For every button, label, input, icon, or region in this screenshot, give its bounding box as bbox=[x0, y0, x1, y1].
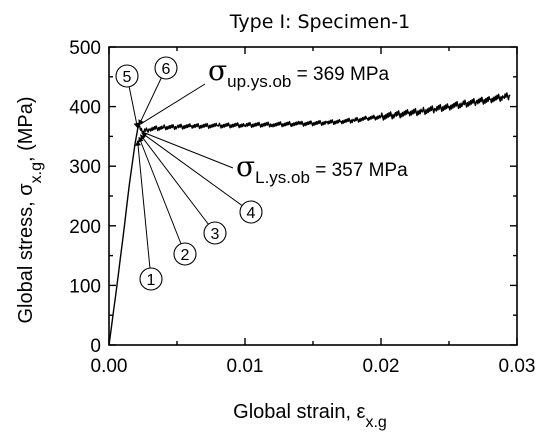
x-axis-label-subscript: x.g bbox=[365, 414, 386, 431]
y-tick-label: 400 bbox=[69, 98, 101, 119]
marker-circle bbox=[203, 221, 227, 245]
marker-circle bbox=[139, 267, 163, 291]
svg-text:σup.ys.ob = 369 MPa: σup.ys.ob = 369 MPa bbox=[208, 54, 390, 91]
upper-yield-value: = 369 MPa bbox=[291, 64, 389, 85]
plot-frame bbox=[108, 46, 518, 346]
marker-leader-line bbox=[139, 134, 216, 234]
x-tick-label: 0.02 bbox=[363, 356, 400, 377]
x-tick-label: 0.00 bbox=[91, 356, 128, 377]
annotation-leaders bbox=[126, 67, 252, 280]
upper-yield-leader bbox=[138, 83, 206, 126]
upper-yield-subscript: up.ys.ob bbox=[227, 72, 291, 91]
x-tick-label: 0.01 bbox=[227, 356, 264, 377]
marker-arrowhead bbox=[138, 119, 144, 126]
lower-yield-subscript: L.ys.ob bbox=[255, 168, 310, 187]
marker-label: 4 bbox=[247, 205, 256, 222]
x-tick-label: 0.03 bbox=[499, 356, 536, 377]
marker-leader-line bbox=[138, 136, 186, 255]
x-axis-title: Global strain, εx.g bbox=[233, 401, 387, 431]
y-tick-label: 300 bbox=[69, 157, 101, 178]
curve-layer bbox=[108, 92, 511, 346]
plot-axes bbox=[108, 46, 518, 346]
marker-arrowhead bbox=[141, 132, 148, 139]
marker-label: 5 bbox=[123, 69, 132, 86]
y-tick-label: 200 bbox=[69, 217, 101, 238]
x-axis-label: Global strain, ε bbox=[233, 401, 365, 423]
y-tick-label: 0 bbox=[90, 336, 101, 357]
marker-label: 2 bbox=[181, 247, 190, 264]
lower-yield-leader bbox=[142, 131, 234, 169]
y-axis-label-unit: , (MPa) bbox=[15, 96, 37, 162]
marker-circle bbox=[173, 242, 197, 266]
marker-circle bbox=[154, 56, 178, 80]
svg-text:Global strain, εx.g: Global strain, εx.g bbox=[233, 401, 387, 431]
y-tick-label: 100 bbox=[69, 276, 101, 297]
point-markers: 1 2 3 4 5 6 bbox=[115, 56, 263, 291]
y-tick-label: 500 bbox=[69, 38, 101, 59]
marker-arrowhead bbox=[140, 134, 146, 141]
chart-title: Type I: Specimen-1 bbox=[229, 11, 410, 33]
svg-text:σL.ys.ob = 357 MPa: σL.ys.ob = 357 MPa bbox=[236, 150, 408, 187]
lower-yield-value: = 357 MPa bbox=[310, 160, 408, 181]
upper-yield-annotation: σup.ys.ob = 369 MPa bbox=[208, 54, 390, 91]
y-axis-label: Global stress, σ bbox=[15, 183, 37, 324]
stress-strain-curve bbox=[108, 92, 511, 346]
marker-arrowhead bbox=[135, 140, 142, 146]
marker-leader-line bbox=[141, 132, 252, 213]
marker-circle bbox=[115, 64, 139, 88]
y-axis-title: Global stress, σx.g, (MPa) bbox=[15, 96, 45, 323]
svg-text:Global stress, σx.g, (MPa): Global stress, σx.g, (MPa) bbox=[15, 96, 45, 323]
marker-label: 6 bbox=[162, 61, 171, 78]
marker-circle bbox=[239, 200, 263, 224]
axis-ticks: 0.00 0.01 0.02 0.03 0 100 200 300 400 500 bbox=[69, 38, 535, 377]
marker-leader-line bbox=[137, 140, 152, 280]
lower-yield-symbol: σ bbox=[236, 150, 255, 183]
marker-arrowhead bbox=[133, 122, 140, 129]
marker-label: 3 bbox=[211, 226, 220, 243]
y-axis-label-subscript: x.g bbox=[28, 162, 45, 183]
marker-label: 1 bbox=[147, 272, 156, 289]
marker-arrowhead bbox=[137, 136, 144, 143]
upper-yield-symbol: σ bbox=[208, 54, 227, 87]
lower-yield-annotation: σL.ys.ob = 357 MPa bbox=[236, 150, 408, 187]
